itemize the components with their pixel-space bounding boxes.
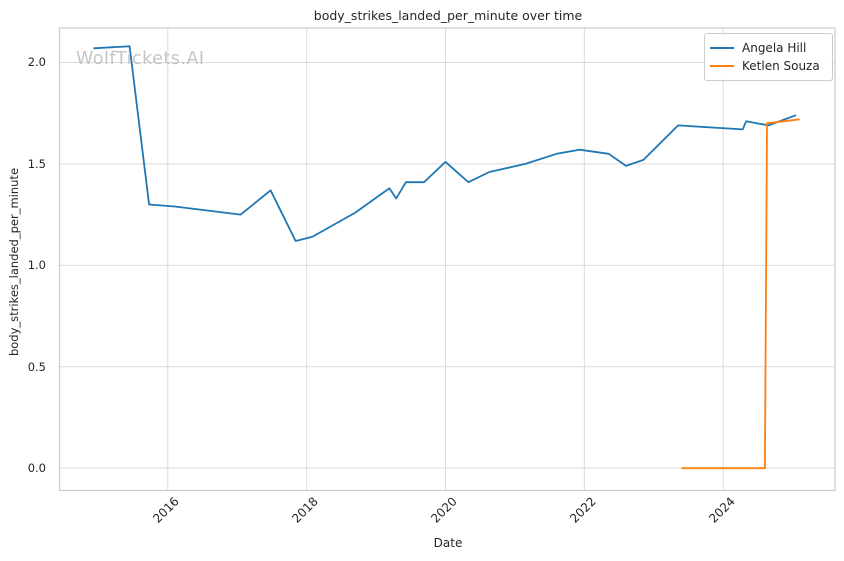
legend-item-ketlen-souza: Ketlen Souza	[710, 57, 824, 75]
series-line-angela-hill	[93, 45, 797, 242]
legend: Angela Hill Ketlen Souza	[704, 33, 833, 81]
legend-label-angela-hill: Angela Hill	[742, 41, 807, 55]
y-tick-label: 0.5	[27, 359, 46, 374]
series-line-ketlen-souza	[681, 118, 800, 470]
chart-title: body_strikes_landed_per_minute over time	[313, 8, 583, 23]
x-axis-label: Date	[433, 536, 463, 550]
y-tick-label: 0.0	[27, 461, 46, 476]
legend-line-angela-hill-icon	[710, 47, 734, 49]
legend-item-angela-hill: Angela Hill	[710, 39, 824, 57]
y-tick-label: 1.0	[27, 258, 46, 273]
y-tick-label: 1.5	[27, 156, 46, 171]
watermark: WolfTickets.AI	[76, 49, 205, 69]
legend-label-ketlen-souza: Ketlen Souza	[742, 59, 820, 73]
legend-line-ketlen-souza-icon	[710, 65, 734, 67]
y-tick-label: 2.0	[27, 55, 46, 70]
